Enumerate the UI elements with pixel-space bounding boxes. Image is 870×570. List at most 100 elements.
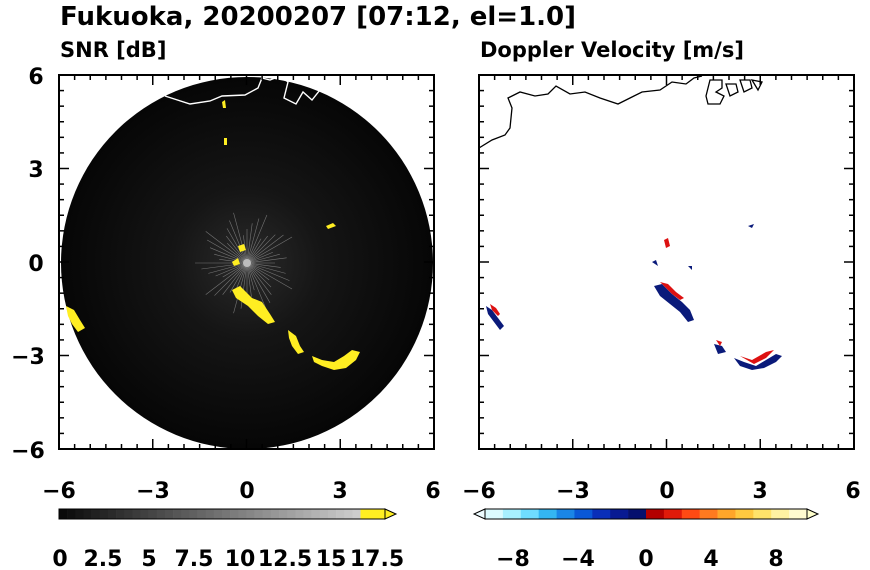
snr-clutter-rays bbox=[195, 212, 293, 314]
snr-y-tick-neg6: −6 bbox=[11, 439, 45, 464]
snr-y-tick-neg3: −3 bbox=[11, 345, 45, 370]
doppler-colorbar-cell bbox=[592, 509, 611, 519]
doppler-colorbar-labels: −8 −4 0 4 8 bbox=[496, 547, 784, 570]
snr-colorbar-cell bbox=[352, 509, 361, 519]
snr-colorbar-cell bbox=[83, 509, 92, 519]
doppler-colorbar-cell bbox=[681, 509, 700, 519]
snr-clutter-ray bbox=[209, 247, 248, 264]
snr-colorbar-cell bbox=[222, 509, 231, 519]
snr-x-tick-neg3: −3 bbox=[136, 479, 170, 504]
snr-cb-label-15: 15 bbox=[316, 547, 347, 570]
snr-colorbar-cell bbox=[336, 509, 345, 519]
snr-colorbar-cell bbox=[246, 509, 255, 519]
snr-cb-label-7_5: 7.5 bbox=[175, 547, 214, 570]
doppler-x-tick-labels: −6 −3 0 3 6 bbox=[462, 479, 861, 504]
snr-clutter-ray bbox=[246, 262, 281, 268]
doppler-colorbar-extend-max bbox=[806, 508, 820, 520]
snr-colorbar-cell bbox=[213, 509, 223, 519]
doppler-x-tick-0: 0 bbox=[659, 479, 674, 504]
doppler-colorbar-cell bbox=[520, 509, 539, 519]
snr-clutter-ray bbox=[246, 218, 260, 264]
snr-x-tick-6: 6 bbox=[425, 479, 440, 504]
snr-colorbar-cell bbox=[116, 509, 125, 519]
snr-clutter-ray bbox=[205, 231, 248, 264]
snr-clutter-ray bbox=[219, 259, 248, 264]
snr-colorbar-cell bbox=[360, 509, 369, 519]
snr-clutter-ray bbox=[246, 252, 273, 264]
snr-colorbar-cell bbox=[173, 509, 182, 519]
snr-clutter-ray bbox=[246, 262, 272, 288]
snr-y-tick-0: 0 bbox=[28, 252, 43, 277]
snr-colorbar-cell bbox=[132, 509, 141, 519]
snr-colorbar-cell bbox=[270, 509, 280, 519]
snr-colorbar-cell bbox=[164, 509, 174, 519]
doppler-colorbar: −8 −4 0 4 8 bbox=[472, 508, 820, 570]
doppler-x-tick-6: 6 bbox=[845, 479, 860, 504]
snr-cb-label-17_5: 17.5 bbox=[350, 547, 404, 570]
snr-clutter-ray bbox=[246, 234, 284, 264]
snr-colorbar-cell bbox=[99, 509, 109, 519]
doppler-colorbar-cell bbox=[753, 509, 772, 519]
doppler-colorbar-cell bbox=[485, 509, 504, 519]
snr-colorbar-cell bbox=[181, 509, 190, 519]
snr-axis-ticks bbox=[58, 74, 435, 450]
snr-clutter-ray bbox=[205, 262, 248, 295]
doppler-colorbar-cell bbox=[574, 509, 593, 519]
snr-colorbar-cell bbox=[75, 509, 84, 519]
doppler-colorbar-cell bbox=[789, 509, 808, 519]
doppler-panel-title: Doppler Velocity [m/s] bbox=[480, 38, 744, 62]
snr-clutter-ray bbox=[229, 262, 248, 293]
snr-clutter-ray bbox=[229, 220, 248, 264]
snr-clutter-ray bbox=[246, 238, 262, 264]
snr-colorbar-cell bbox=[107, 509, 117, 519]
snr-colorbar-cell bbox=[287, 509, 296, 519]
doppler-colorbar-extend-min bbox=[472, 508, 486, 520]
doppler-colorbar-cell bbox=[538, 509, 557, 519]
snr-colorbar-cell bbox=[230, 509, 239, 519]
doppler-cb-label-neg4: −4 bbox=[561, 547, 595, 570]
snr-clutter-ray bbox=[233, 212, 248, 264]
snr-clutter-ray bbox=[246, 262, 252, 297]
snr-clutter-ray bbox=[246, 253, 280, 264]
snr-clutter-ray bbox=[246, 262, 293, 290]
snr-colorbar-labels: 0 2.5 5 7.5 10 12.5 15 17.5 bbox=[52, 547, 404, 570]
doppler-echoes bbox=[486, 224, 782, 370]
doppler-colorbar-cell bbox=[663, 509, 683, 519]
snr-clutter-ray bbox=[226, 235, 248, 264]
doppler-coast-islands bbox=[705, 79, 763, 105]
snr-clutter-ray bbox=[246, 235, 268, 264]
snr-clutter-ray bbox=[215, 262, 248, 277]
snr-y-tick-3: 3 bbox=[28, 158, 43, 183]
snr-colorbar-cell bbox=[262, 509, 272, 519]
snr-colorbar-cell bbox=[238, 509, 247, 519]
snr-clutter-ray bbox=[226, 242, 248, 264]
snr-colorbar-cell bbox=[59, 509, 68, 519]
snr-colorbar-cell bbox=[124, 509, 133, 519]
snr-echoes bbox=[66, 100, 360, 370]
doppler-colorbar-cell bbox=[628, 509, 647, 519]
snr-clutter-ray bbox=[246, 262, 255, 291]
snr-clutter-ray bbox=[246, 257, 287, 264]
snr-clutter-ray bbox=[246, 262, 290, 281]
doppler-colorbar-cell bbox=[556, 509, 575, 519]
snr-colorbar-cell bbox=[140, 509, 149, 519]
snr-clutter-ray bbox=[207, 239, 248, 264]
snr-clutter-ray bbox=[246, 214, 268, 264]
snr-clutter-ray bbox=[246, 234, 276, 264]
snr-clutter-ray bbox=[246, 262, 268, 312]
snr-colorbar-cell bbox=[67, 509, 76, 519]
snr-colorbar-cell bbox=[254, 509, 264, 519]
snr-colorbar-cell bbox=[91, 509, 101, 519]
snr-colorbar-cell bbox=[148, 509, 158, 519]
doppler-plot-frame bbox=[478, 74, 855, 450]
doppler-colorbar-frame bbox=[484, 508, 808, 520]
snr-colorbar-extend-arrow bbox=[384, 508, 398, 520]
snr-colorbar-cell bbox=[327, 509, 337, 519]
snr-panel: SNR [dB] bbox=[11, 38, 441, 570]
snr-colorbar-cell bbox=[197, 509, 206, 519]
snr-clutter-ray bbox=[246, 223, 253, 264]
snr-clutter-ray bbox=[214, 253, 248, 264]
snr-colorbar-frame bbox=[58, 508, 386, 520]
snr-clutter-ray bbox=[222, 262, 248, 278]
